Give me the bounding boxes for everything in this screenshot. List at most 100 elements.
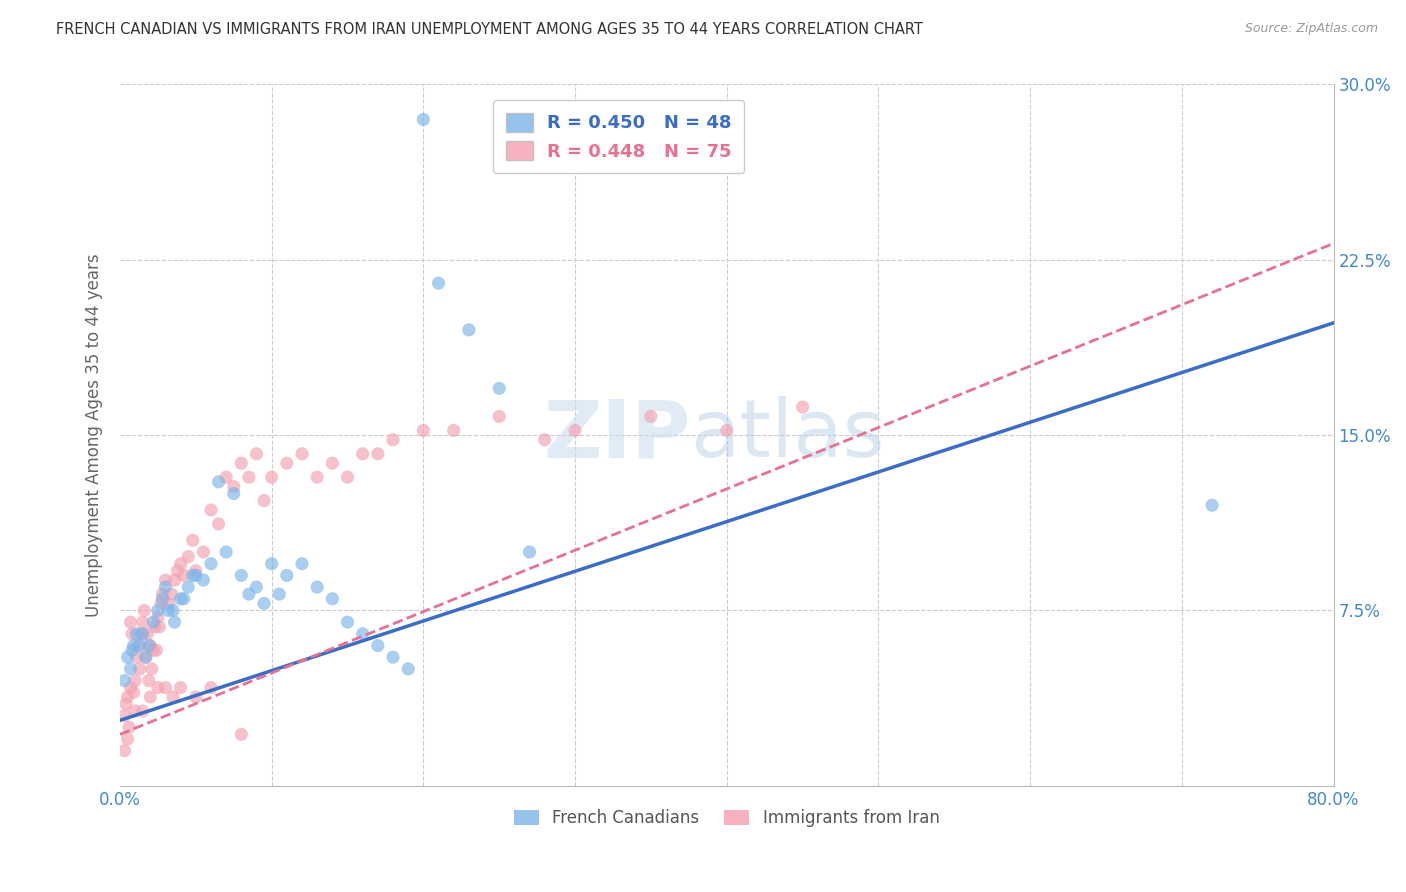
Point: [118, 720, 141, 734]
Point: [141, 662, 163, 676]
Point: [716, 424, 738, 438]
Point: [352, 447, 374, 461]
Point: [162, 690, 184, 704]
Point: [160, 587, 183, 601]
Point: [245, 580, 267, 594]
Point: [132, 615, 155, 629]
Point: [200, 681, 222, 695]
Point: [276, 568, 298, 582]
Point: [291, 447, 314, 461]
Point: [238, 470, 260, 484]
Point: [121, 643, 143, 657]
Point: [149, 596, 172, 610]
Point: [152, 587, 174, 601]
Point: [564, 424, 586, 438]
Point: [135, 650, 157, 665]
Point: [488, 381, 510, 395]
Point: [155, 573, 177, 587]
Point: [166, 564, 188, 578]
Point: [173, 591, 195, 606]
Point: [134, 603, 156, 617]
Point: [142, 643, 165, 657]
Point: [260, 557, 283, 571]
Point: [336, 615, 359, 629]
Text: FRENCH CANADIAN VS IMMIGRANTS FROM IRAN UNEMPLOYMENT AMONG AGES 35 TO 44 YEARS C: FRENCH CANADIAN VS IMMIGRANTS FROM IRAN …: [56, 22, 924, 37]
Point: [114, 708, 136, 723]
Point: [138, 639, 160, 653]
Point: [215, 545, 238, 559]
Point: [142, 615, 165, 629]
Point: [173, 568, 195, 582]
Point: [129, 627, 152, 641]
Point: [336, 470, 359, 484]
Point: [124, 704, 146, 718]
Point: [148, 620, 170, 634]
Point: [124, 673, 146, 688]
Point: [222, 479, 245, 493]
Point: [139, 690, 162, 704]
Point: [200, 557, 222, 571]
Point: [120, 662, 142, 676]
Point: [157, 603, 180, 617]
Point: [120, 681, 142, 695]
Point: [177, 549, 200, 564]
Point: [138, 673, 160, 688]
Point: [155, 681, 177, 695]
Point: [412, 112, 434, 127]
Point: [231, 456, 253, 470]
Point: [181, 568, 204, 582]
Point: [125, 627, 148, 641]
Point: [291, 557, 314, 571]
Point: [382, 433, 405, 447]
Point: [222, 486, 245, 500]
Point: [157, 596, 180, 610]
Point: [146, 610, 169, 624]
Point: [457, 323, 479, 337]
Point: [163, 573, 186, 587]
Text: Source: ZipAtlas.com: Source: ZipAtlas.com: [1244, 22, 1378, 36]
Point: [307, 580, 329, 594]
Point: [132, 704, 155, 718]
Text: ZIP: ZIP: [543, 396, 690, 475]
Point: [162, 603, 184, 617]
Point: [117, 690, 139, 704]
Point: [121, 627, 143, 641]
Point: [231, 568, 253, 582]
Point: [253, 596, 276, 610]
Point: [382, 650, 405, 665]
Point: [269, 587, 291, 601]
Point: [193, 545, 215, 559]
Point: [215, 470, 238, 484]
Point: [136, 627, 159, 641]
Point: [135, 650, 157, 665]
Point: [396, 662, 419, 676]
Point: [245, 447, 267, 461]
Point: [122, 685, 145, 699]
Point: [200, 503, 222, 517]
Point: [253, 493, 276, 508]
Point: [276, 456, 298, 470]
Point: [1201, 498, 1223, 512]
Point: [231, 727, 253, 741]
Point: [443, 424, 465, 438]
Point: [412, 424, 434, 438]
Point: [146, 603, 169, 617]
Point: [260, 470, 283, 484]
Legend: French Canadians, Immigrants from Iran: French Canadians, Immigrants from Iran: [508, 802, 946, 833]
Point: [127, 639, 149, 653]
Point: [152, 591, 174, 606]
Point: [128, 639, 150, 653]
Point: [117, 650, 139, 665]
Point: [488, 409, 510, 424]
Point: [143, 620, 166, 634]
Point: [146, 681, 169, 695]
Point: [640, 409, 662, 424]
Point: [155, 580, 177, 594]
Point: [307, 470, 329, 484]
Point: [181, 533, 204, 548]
Point: [352, 627, 374, 641]
Point: [122, 639, 145, 653]
Point: [117, 732, 139, 747]
Point: [120, 615, 142, 629]
Point: [207, 516, 229, 531]
